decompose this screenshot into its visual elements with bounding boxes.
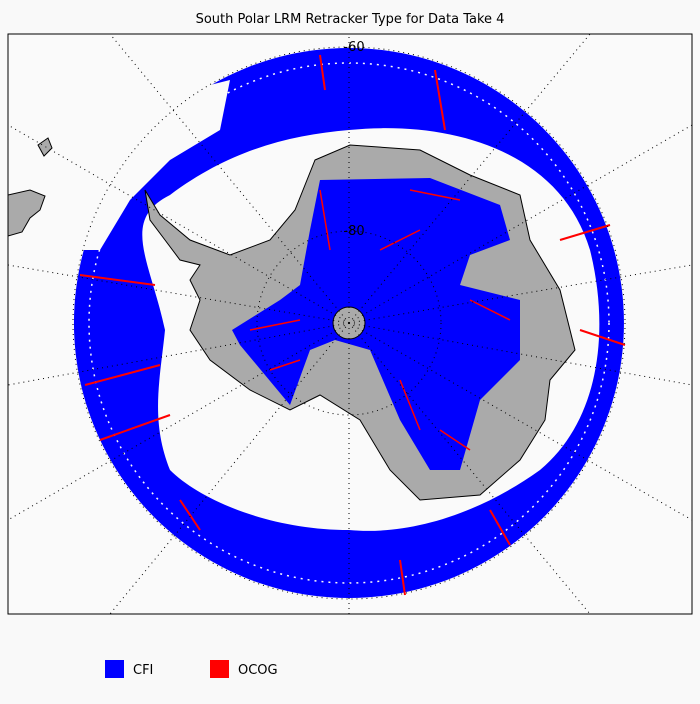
island xyxy=(37,137,53,157)
continental-ocog xyxy=(249,189,511,451)
map: -60 -80 xyxy=(7,33,693,615)
latitude-label: -60 xyxy=(343,40,364,55)
latitude-label: -80 xyxy=(343,224,364,239)
legend-label: OCOG xyxy=(238,663,278,678)
graticule xyxy=(8,34,692,614)
continental-tracks xyxy=(232,178,520,470)
landmass xyxy=(8,189,46,237)
legend-swatch xyxy=(105,660,124,678)
ocog-tracks xyxy=(79,54,626,596)
legend: CFI OCOG xyxy=(105,660,278,678)
legend-label: CFI xyxy=(133,663,153,678)
legend-swatch xyxy=(210,660,229,678)
track-gaps xyxy=(88,62,610,584)
track-gap xyxy=(74,80,230,250)
title: South Polar LRM Retracker Type for Data … xyxy=(196,12,505,27)
